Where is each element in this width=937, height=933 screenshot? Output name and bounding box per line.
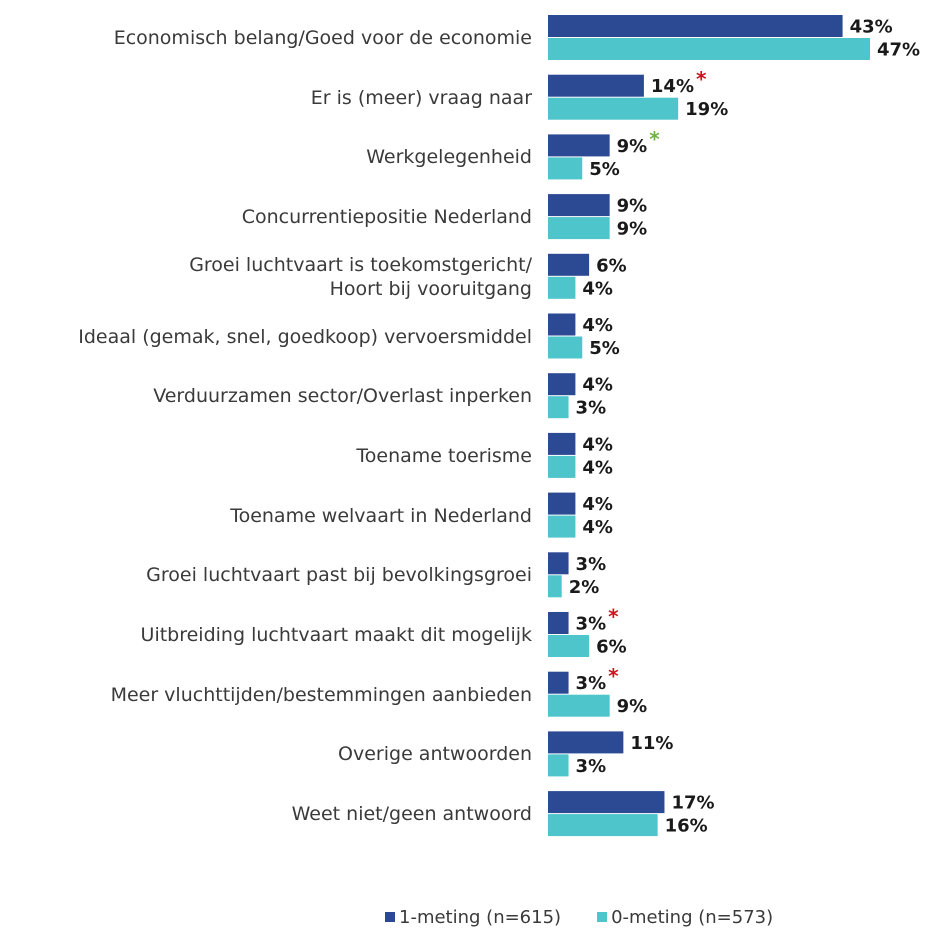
value-label: 3% [576, 756, 607, 777]
bar [548, 552, 569, 575]
value-label: 3% [576, 614, 607, 635]
bar [548, 694, 610, 717]
significance-marker: * [608, 605, 619, 629]
category-label: Groei luchtvaart is toekomstgericht/ Hoo… [189, 253, 532, 300]
significance-marker: * [608, 664, 619, 688]
value-label: 6% [596, 637, 627, 658]
value-label: 6% [596, 255, 627, 276]
value-label: 4% [582, 315, 613, 336]
value-label: 3% [576, 554, 607, 575]
bar [548, 515, 576, 538]
significance-marker: * [649, 127, 660, 151]
value-label: 19% [685, 99, 728, 120]
bar [548, 313, 576, 336]
category-label: Weet niet/geen antwoord [291, 803, 532, 826]
category-label: Meer vluchttijden/bestemmingen aanbieden [110, 683, 532, 706]
legend-swatch [385, 912, 395, 922]
bar [548, 157, 583, 180]
category-label: Er is (meer) vraag naar [310, 86, 532, 109]
bar [548, 575, 562, 598]
category-label: Uitbreiding luchtvaart maakt dit mogelij… [140, 624, 532, 646]
value-label: 4% [582, 278, 613, 299]
value-label: 3% [576, 398, 607, 419]
bar [548, 194, 610, 217]
value-label: 3% [576, 673, 607, 694]
bar [548, 396, 569, 419]
value-label: 4% [582, 494, 613, 515]
value-label: 4% [582, 434, 613, 455]
value-label: 4% [582, 375, 613, 396]
bar [548, 432, 576, 455]
category-label: Economisch belang/Goed voor de economie [113, 27, 532, 49]
value-label: 9% [617, 696, 648, 717]
bar [548, 754, 569, 777]
value-label: 5% [589, 159, 620, 180]
value-label: 5% [589, 338, 620, 359]
legend-label: 1-meting (n=615) [399, 907, 561, 928]
category-label: Toename welvaart in Nederland [230, 504, 532, 527]
bar [548, 134, 610, 157]
value-label: 2% [569, 577, 600, 598]
bar [548, 253, 590, 276]
legend-swatch [597, 912, 608, 922]
category-label: Werkgelegenheid [366, 146, 532, 169]
value-label: 14% [651, 76, 694, 97]
bar [548, 74, 644, 97]
value-label: 43% [850, 17, 893, 38]
category-label: Verduurzamen sector/Overlast inperken [153, 385, 532, 408]
value-label: 16% [665, 816, 708, 837]
bar [548, 97, 679, 120]
bar [548, 38, 870, 60]
bar [548, 455, 576, 478]
bar [548, 276, 576, 299]
value-label: 4% [582, 517, 613, 538]
category-label: Toename toerisme [356, 444, 532, 467]
bar [548, 373, 576, 396]
value-label: 9% [617, 136, 648, 157]
value-label: 4% [582, 457, 613, 478]
bar [548, 671, 569, 694]
bar [548, 791, 665, 814]
bar [548, 731, 624, 754]
category-label: Concurrentiepositie Nederland [241, 206, 532, 229]
bar [548, 336, 583, 359]
bar [548, 814, 658, 837]
category-label: Ideaal (gemak, snel, goedkoop) vervoersm… [78, 325, 532, 348]
value-label: 17% [671, 793, 714, 814]
value-label: 9% [617, 196, 648, 217]
value-label: 47% [877, 40, 920, 61]
bar [548, 635, 590, 657]
bar [548, 217, 610, 240]
bar [548, 15, 843, 37]
value-label: 11% [630, 733, 673, 754]
significance-marker: * [696, 67, 707, 91]
bar [548, 492, 576, 515]
category-label: Groei luchtvaart past bij bevolkingsgroe… [146, 564, 532, 587]
value-label: 9% [617, 219, 648, 240]
bar [548, 612, 569, 634]
category-label: Overige antwoorden [338, 743, 532, 766]
legend-label: 0-meting (n=573) [611, 907, 773, 928]
